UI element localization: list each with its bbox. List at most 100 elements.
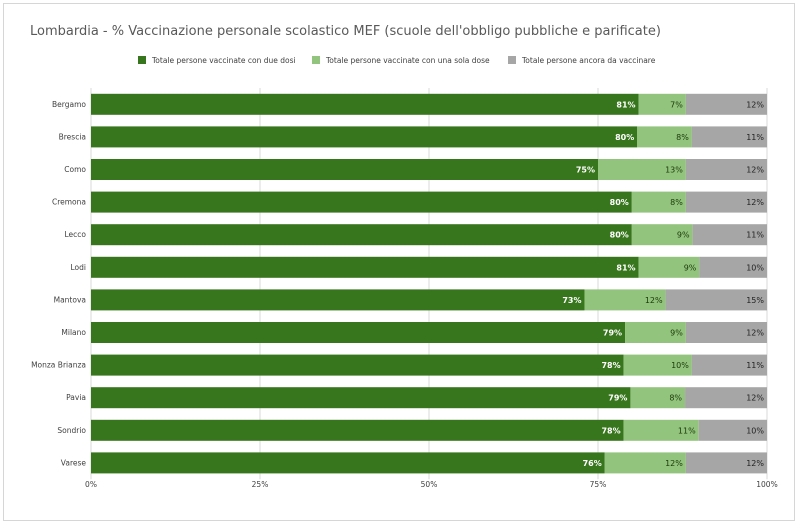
value-labels: 81% 7% 12% 80% 8% 11% 75% 13% 12% 80% 8% 12% 80% 9% 11… bbox=[562, 100, 764, 468]
legend-label-3: Totale persone ancora da vaccinare bbox=[521, 56, 656, 65]
legend-swatch-2 bbox=[312, 56, 320, 64]
bar-lecco-series-3 bbox=[692, 224, 767, 246]
bar-mantova-series-3 bbox=[665, 289, 767, 311]
category-labels: Bergamo Brescia Como Cremona Lecco Lodi Mantov… bbox=[31, 100, 86, 468]
bar-cremona-series-2 bbox=[631, 191, 686, 213]
bar-cremona-series-1 bbox=[91, 191, 632, 213]
bar-mantova-series-1 bbox=[91, 289, 585, 311]
value-label-pavia-series-2: 8% bbox=[669, 394, 682, 403]
value-label-varese-series-2: 12% bbox=[665, 459, 683, 468]
value-label-brescia-series-2: 8% bbox=[676, 133, 689, 142]
category-label-varese: Varese bbox=[61, 458, 87, 467]
bar-varese-series-1 bbox=[91, 452, 605, 474]
value-label-monza-brianza-series-2: 10% bbox=[671, 361, 689, 370]
value-label-varese-series-1: 76% bbox=[583, 459, 602, 468]
value-label-mantova-series-2: 12% bbox=[645, 296, 663, 305]
value-label-milano-series-2: 9% bbox=[670, 329, 683, 338]
value-label-monza-brianza-series-1: 78% bbox=[601, 361, 620, 370]
chart-title: Lombardia - % Vaccinazione personale sco… bbox=[30, 24, 661, 39]
bar-lodi-series-3 bbox=[699, 256, 767, 278]
bar-milano-series-1 bbox=[91, 322, 626, 343]
value-label-cremona-series-2: 8% bbox=[670, 198, 683, 207]
bar-brescia-series-1 bbox=[91, 126, 638, 148]
bar-pavia-series-2 bbox=[630, 387, 686, 409]
value-label-como-series-3: 12% bbox=[746, 166, 764, 175]
value-label-mantova-series-3: 15% bbox=[746, 296, 764, 305]
x-tick-label: 0% bbox=[85, 480, 97, 489]
bar-milano-series-2 bbox=[625, 322, 686, 343]
bar-pavia-series-1 bbox=[91, 387, 631, 409]
category-label-brescia: Brescia bbox=[59, 132, 86, 141]
category-label-mantova: Mantova bbox=[54, 295, 86, 304]
category-label-lecco: Lecco bbox=[65, 230, 87, 239]
bar-como-series-2 bbox=[598, 159, 686, 180]
category-label-lodi: Lodi bbox=[71, 263, 86, 272]
bar-brescia-series-2 bbox=[637, 126, 692, 148]
value-label-bergamo-series-2: 7% bbox=[670, 100, 683, 109]
category-label-milano: Milano bbox=[61, 328, 86, 337]
value-label-varese-series-3: 12% bbox=[746, 459, 764, 468]
value-label-milano-series-1: 79% bbox=[603, 329, 622, 338]
value-label-monza-brianza-series-3: 11% bbox=[746, 361, 764, 370]
value-label-lecco-series-3: 11% bbox=[746, 231, 764, 240]
legend-label-2: Totale persone vaccinate con una sola do… bbox=[325, 56, 490, 65]
bar-lecco-series-1 bbox=[91, 224, 632, 246]
legend-swatch-1 bbox=[138, 56, 146, 64]
legend-swatch-3 bbox=[508, 56, 516, 64]
value-label-pavia-series-3: 12% bbox=[746, 394, 764, 403]
value-label-lodi-series-1: 81% bbox=[616, 263, 635, 272]
value-label-mantova-series-1: 73% bbox=[562, 296, 581, 305]
x-tick-label: 50% bbox=[421, 480, 438, 489]
value-label-milano-series-3: 12% bbox=[746, 329, 764, 338]
value-label-lodi-series-2: 9% bbox=[684, 263, 697, 272]
value-label-brescia-series-3: 11% bbox=[746, 133, 764, 142]
x-tick-label: 75% bbox=[590, 480, 607, 489]
value-label-pavia-series-1: 79% bbox=[608, 394, 627, 403]
value-label-bergamo-series-1: 81% bbox=[616, 100, 635, 109]
category-label-cremona: Cremona bbox=[52, 198, 86, 207]
value-label-lecco-series-2: 9% bbox=[677, 231, 690, 240]
value-label-sondrio-series-1: 78% bbox=[601, 426, 620, 435]
bar-monza-brianza-series-2 bbox=[623, 354, 692, 376]
bar-monza-brianza-series-3 bbox=[691, 354, 767, 376]
value-label-sondrio-series-3: 10% bbox=[746, 426, 764, 435]
category-label-monza-brianza: Monza Brianza bbox=[31, 361, 86, 370]
value-label-lecco-series-1: 80% bbox=[610, 231, 629, 240]
bar-pavia-series-3 bbox=[685, 387, 767, 409]
bar-como-series-3 bbox=[685, 159, 767, 180]
gridlines bbox=[90, 88, 768, 480]
category-label-pavia: Pavia bbox=[66, 393, 86, 402]
bar-cremona-series-3 bbox=[685, 191, 767, 213]
value-label-cremona-series-1: 80% bbox=[610, 198, 629, 207]
bar-como-series-1 bbox=[91, 159, 598, 180]
value-label-sondrio-series-2: 11% bbox=[678, 426, 696, 435]
value-label-cremona-series-3: 12% bbox=[746, 198, 764, 207]
legend-label-1: Totale persone vaccinate con due dosi bbox=[151, 56, 296, 65]
x-tick-label: 100% bbox=[756, 480, 777, 489]
value-label-como-series-2: 13% bbox=[665, 166, 683, 175]
category-label-como: Como bbox=[64, 165, 86, 174]
bar-varese-series-3 bbox=[685, 452, 767, 474]
x-tick-labels: 0% 25% 50% 75% 100% bbox=[85, 480, 778, 489]
bar-sondrio-series-1 bbox=[91, 419, 624, 441]
bar-bergamo-series-3 bbox=[685, 93, 767, 115]
bar-lodi-series-1 bbox=[91, 256, 639, 278]
category-label-sondrio: Sondrio bbox=[57, 426, 86, 435]
value-label-lodi-series-3: 10% bbox=[746, 263, 764, 272]
bar-lecco-series-2 bbox=[631, 224, 693, 246]
legend: Totale persone vaccinate con due dosi Tot… bbox=[138, 56, 656, 65]
value-label-bergamo-series-3: 12% bbox=[746, 100, 764, 109]
bar-mantova-series-2 bbox=[584, 289, 666, 311]
x-tick-label: 25% bbox=[252, 480, 269, 489]
bar-bergamo-series-2 bbox=[638, 93, 686, 115]
bars bbox=[91, 93, 767, 474]
bar-milano-series-3 bbox=[685, 322, 767, 343]
bar-lodi-series-2 bbox=[638, 256, 700, 278]
bar-brescia-series-3 bbox=[691, 126, 767, 148]
bar-bergamo-series-1 bbox=[91, 93, 639, 115]
value-label-brescia-series-1: 80% bbox=[615, 133, 634, 142]
category-label-bergamo: Bergamo bbox=[52, 100, 86, 109]
bar-sondrio-series-2 bbox=[623, 419, 699, 441]
bar-sondrio-series-3 bbox=[698, 419, 767, 441]
